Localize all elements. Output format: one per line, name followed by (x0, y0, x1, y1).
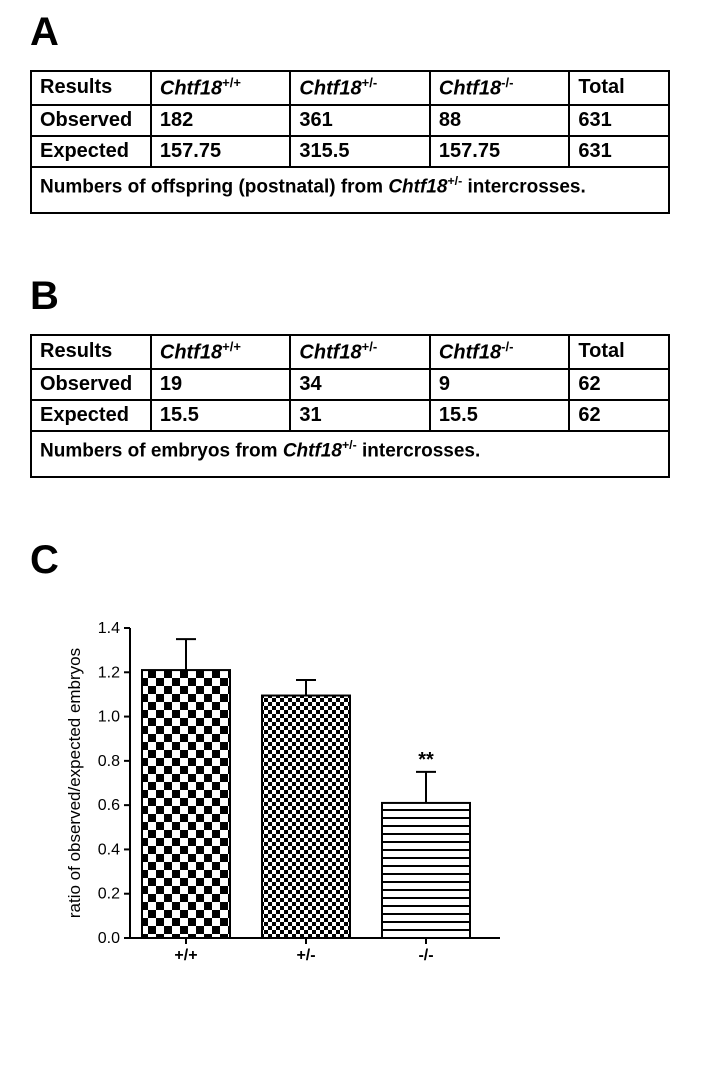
table-caption-row: Numbers of embryos from Chtf18+/- interc… (31, 431, 669, 477)
svg-text:0.0: 0.0 (98, 930, 120, 947)
table-a: Results Chtf18+/+ Chtf18+/- Chtf18-/- To… (30, 70, 670, 214)
caption-text: intercrosses. (357, 440, 481, 461)
row-label-observed: Observed (31, 369, 151, 400)
caption-sup: +/- (342, 438, 357, 452)
cell: 88 (430, 105, 569, 136)
svg-text:-/-: -/- (418, 947, 433, 964)
table-row: Observed 182 361 88 631 (31, 105, 669, 136)
caption-gene: Chtf18 (283, 440, 342, 461)
table-caption-row: Numbers of offspring (postnatal) from Ch… (31, 167, 669, 213)
svg-text:0.6: 0.6 (98, 797, 120, 814)
cell: 62 (569, 369, 669, 400)
caption-text: Numbers of embryos from (40, 440, 283, 461)
panel-a-label: A (30, 10, 678, 55)
panel-c: C 0.0 0.2 0.4 0.6 0.8 1.0 1.2 1.4 ratio of obser… (30, 538, 678, 988)
table-b: Results Chtf18+/+ Chtf18+/- Chtf18-/- To… (30, 334, 670, 478)
svg-text:1.0: 1.0 (98, 709, 120, 726)
col-header-total: Total (569, 71, 669, 105)
table-row: Results Chtf18+/+ Chtf18+/- Chtf18-/- To… (31, 71, 669, 105)
cell: 9 (430, 369, 569, 400)
cell: 631 (569, 136, 669, 167)
row-label-expected: Expected (31, 136, 151, 167)
table-row: Observed 19 34 9 62 (31, 369, 669, 400)
col-header-results: Results (31, 71, 151, 105)
cell: 361 (290, 105, 430, 136)
cell: 631 (569, 105, 669, 136)
svg-text:1.2: 1.2 (98, 664, 120, 681)
panel-b: B Results Chtf18+/+ Chtf18+/- Chtf18-/- … (30, 274, 678, 478)
col-header-pp: Chtf18+/+ (151, 71, 291, 105)
col-header-total: Total (569, 335, 669, 369)
svg-text:1.4: 1.4 (98, 620, 120, 637)
cell: 157.75 (430, 136, 569, 167)
col-header-pm: Chtf18+/- (290, 71, 430, 105)
row-label-expected: Expected (31, 400, 151, 431)
panel-b-label: B (30, 274, 678, 319)
svg-text:+/-: +/- (296, 947, 315, 964)
cell: 15.5 (151, 400, 291, 431)
table-row: Results Chtf18+/+ Chtf18+/- Chtf18-/- To… (31, 335, 669, 369)
col-header-results: Results (31, 335, 151, 369)
bar-chart-svg: 0.0 0.2 0.4 0.6 0.8 1.0 1.2 1.4 ratio of observe… (60, 598, 560, 988)
col-header-pm: Chtf18+/- (290, 335, 430, 369)
row-label-observed: Observed (31, 105, 151, 136)
bar-chart: 0.0 0.2 0.4 0.6 0.8 1.0 1.2 1.4 ratio of observe… (30, 598, 678, 988)
cell: 62 (569, 400, 669, 431)
cell: 182 (151, 105, 291, 136)
caption-sup: +/- (447, 174, 462, 188)
cell: 19 (151, 369, 291, 400)
svg-text:0.2: 0.2 (98, 886, 120, 903)
col-header-mm: Chtf18-/- (430, 71, 569, 105)
panel-c-label: C (30, 538, 678, 583)
svg-text:**: ** (418, 749, 434, 771)
caption-text: Numbers of offspring (postnatal) from (40, 176, 388, 197)
table-row: Expected 15.5 31 15.5 62 (31, 400, 669, 431)
svg-text:0.4: 0.4 (98, 841, 120, 858)
col-header-mm: Chtf18-/- (430, 335, 569, 369)
svg-text:ratio of observed/expected emb: ratio of observed/expected embryos (65, 648, 84, 918)
caption-text: intercrosses. (462, 176, 586, 197)
svg-text:+/+: +/+ (174, 947, 197, 964)
table-row: Expected 157.75 315.5 157.75 631 (31, 136, 669, 167)
cell: 157.75 (151, 136, 291, 167)
col-header-pp: Chtf18+/+ (151, 335, 291, 369)
svg-text:0.8: 0.8 (98, 753, 120, 770)
cell: 15.5 (430, 400, 569, 431)
cell: 34 (290, 369, 430, 400)
caption-gene: Chtf18 (388, 176, 447, 197)
panel-a: A Results Chtf18+/+ Chtf18+/- Chtf18-/- … (30, 10, 678, 214)
cell: 31 (290, 400, 430, 431)
cell: 315.5 (290, 136, 430, 167)
